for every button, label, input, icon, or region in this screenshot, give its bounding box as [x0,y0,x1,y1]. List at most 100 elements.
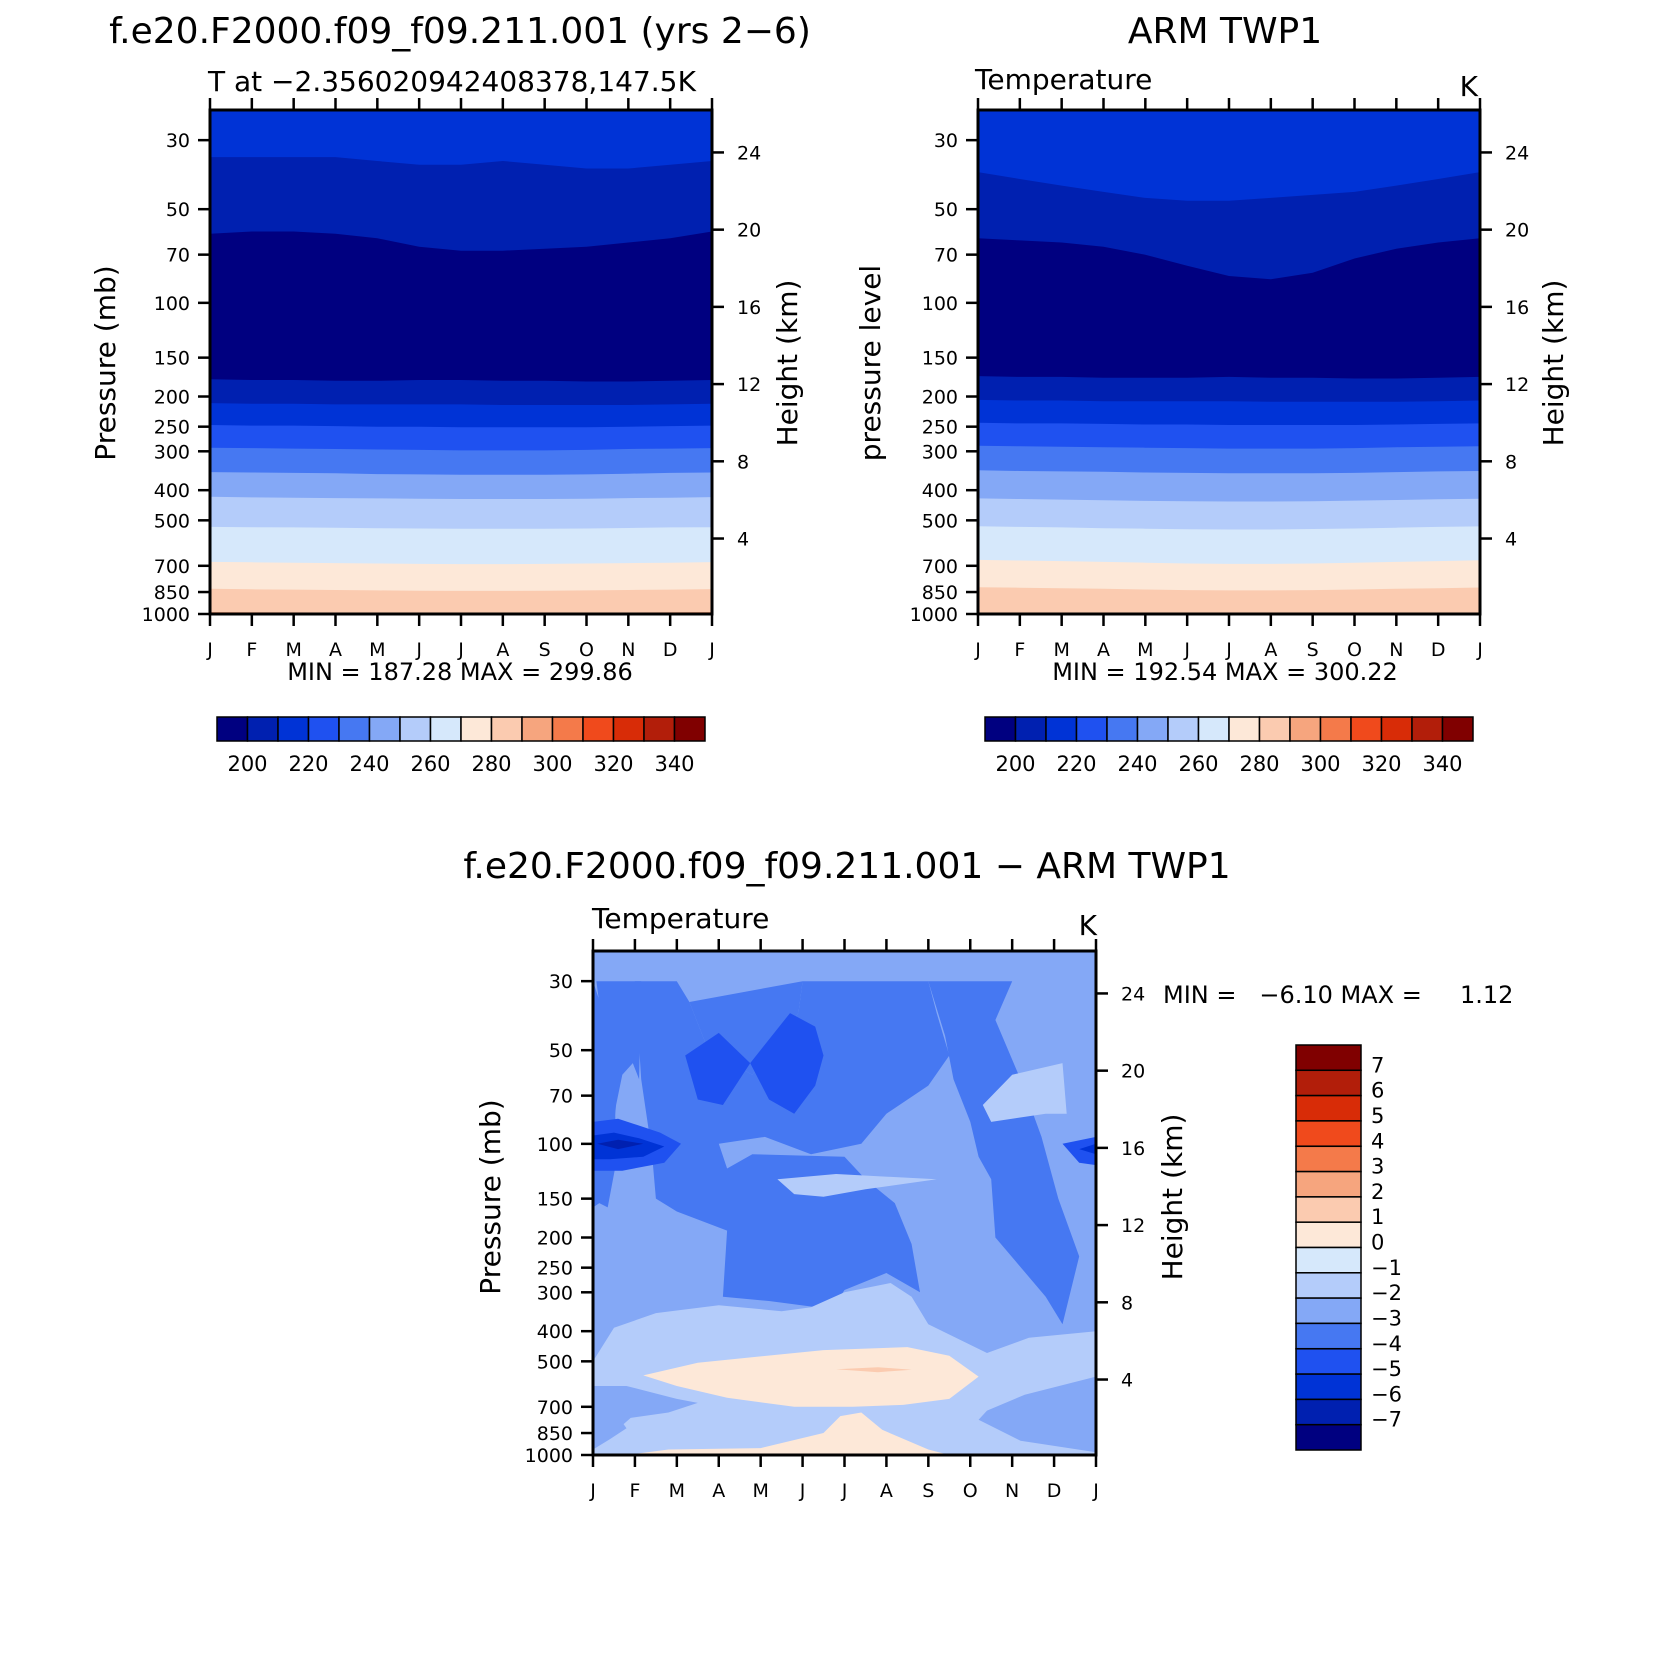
colorbar-swatch [338,716,371,742]
y-tick-label: 1000 [142,604,190,626]
x-tick-label: J [415,639,422,661]
y-tick-label: 70 [934,245,958,267]
panel-subtitle-units: K [678,65,697,98]
y-axis-label: Pressure (mb) [89,265,122,460]
x-tick-label: N [621,639,635,661]
contour-region [597,1139,644,1150]
x-tick-label: J [1476,639,1483,661]
contour-region [643,1347,979,1407]
y-right-tick-label: 8 [1121,1292,1133,1314]
x-tick-label: M [752,1480,768,1502]
colorbar-swatch [1106,716,1139,742]
x-tick-label: F [246,639,257,661]
colorbar-swatch [673,716,706,742]
contour-region [1079,1143,1096,1155]
y-right-tick-label: 12 [1505,374,1529,396]
colorbar-swatch [1295,1297,1362,1325]
colorbar-swatch [1045,716,1078,742]
panel-title: f.e20.F2000.f09_f09.211.001 − ARM TWP1 [463,846,1230,887]
y-right-tick-label: 20 [1121,1061,1145,1083]
colorbar-swatch [1295,1373,1362,1401]
colorbar-label: 1 [1371,1205,1384,1229]
y-tick-label: 200 [537,1228,573,1250]
colorbar-swatch [984,716,1017,742]
colorbar-label: 3 [1371,1155,1384,1179]
colorbar-label: −2 [1371,1281,1402,1305]
colorbar-swatch [490,716,523,742]
x-tick-label: A [1097,639,1110,661]
colorbar-label: −7 [1371,1408,1402,1432]
y-right-tick-label: 4 [737,529,749,551]
y-right-tick-label: 4 [1505,529,1517,551]
x-tick-label: F [1014,639,1025,661]
y-tick-label: 100 [922,293,958,315]
y-tick-label: 400 [154,480,190,502]
colorbar-label: 280 [1239,752,1279,776]
y-tick-label: 50 [934,199,958,221]
colorbar-swatch [216,716,249,742]
colorbar-label: 0 [1371,1231,1384,1255]
y-tick-label: 250 [154,417,190,439]
x-tick-label: D [1047,1480,1062,1502]
y-right-tick-label: 20 [737,220,761,242]
colorbar-label: 200 [227,752,267,776]
y-tick-label: 400 [537,1321,573,1343]
y-axis-right-label: Height (km) [1537,280,1570,447]
colorbar-label: −6 [1371,1382,1402,1406]
x-tick-label: J [1092,1480,1099,1502]
min-max-stats: MIN = 192.54 MAX = 300.22 [1052,658,1398,686]
colorbar-swatch [1295,1221,1362,1249]
colorbar-swatch [1319,716,1352,742]
colorbar-swatch [277,716,310,742]
y-tick-label: 200 [154,387,190,409]
y-tick-label: 30 [166,130,190,152]
x-tick-label: J [799,1480,806,1502]
colorbar-label: 320 [593,752,633,776]
x-tick-label: S [1307,639,1319,661]
colorbar-swatch [1295,1094,1362,1122]
y-tick-label: 700 [154,556,190,578]
colorbar-label: 7 [1371,1053,1384,1077]
x-tick-label: N [1005,1480,1019,1502]
colorbar-swatch [1295,1322,1362,1350]
colorbar: 200 220 240 260 280 300 320 340 [984,716,1474,776]
colorbar-swatch [1350,716,1383,742]
contour-region [982,1063,1067,1122]
contour-region [1062,1136,1096,1166]
colorbar-swatch [1295,1069,1362,1097]
colorbar-swatch [1411,716,1444,742]
colorbar-swatch [429,716,462,742]
colorbar-swatch [1295,1272,1362,1299]
colorbar-label: 340 [1422,752,1462,776]
x-tick-label: O [963,1480,978,1502]
y-right-tick-label: 4 [1121,1370,1133,1392]
y-tick-label: 100 [537,1134,573,1156]
colorbar-swatch [246,716,279,742]
colorbar-label: 240 [1117,752,1157,776]
colorbar-swatch [1295,1423,1362,1451]
x-tick-label: S [539,639,551,661]
y-right-tick-label: 24 [737,142,761,164]
contour-region [626,1412,950,1455]
y-tick-label: 250 [537,1258,573,1280]
x-tick-label: M [285,639,301,661]
colorbar-label: 300 [532,752,572,776]
colorbar-swatch [1014,716,1047,742]
y-tick-label: 850 [154,582,190,604]
x-tick-label: J [1183,639,1190,661]
colorbar-label: −5 [1371,1357,1402,1381]
colorbar-swatch [1295,1145,1362,1173]
x-tick-label: A [496,639,509,661]
y-tick-label: 400 [922,480,958,502]
y-right-tick-label: 8 [737,451,749,473]
colorbar-swatch [1295,1196,1362,1223]
panel-subtitle-left: T at −2.356020942408378,147.5 [207,65,678,98]
x-tick-label: F [629,1480,640,1502]
y-tick-label: 70 [549,1086,573,1108]
contour-band [978,587,1480,614]
x-tick-label: D [663,639,678,661]
contour-region [928,981,1080,1325]
y-tick-label: 850 [922,582,958,604]
